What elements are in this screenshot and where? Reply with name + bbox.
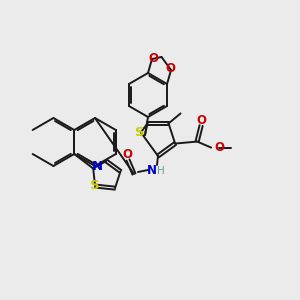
Text: S: S [135, 126, 145, 139]
Text: O: O [122, 148, 132, 161]
Text: N: N [147, 164, 157, 176]
Text: O: O [165, 62, 175, 76]
Text: H: H [157, 166, 165, 176]
Text: O: O [148, 52, 158, 64]
Text: S: S [90, 178, 100, 191]
Text: O: O [196, 114, 206, 127]
Text: N: N [92, 160, 103, 173]
Text: O: O [214, 141, 224, 154]
